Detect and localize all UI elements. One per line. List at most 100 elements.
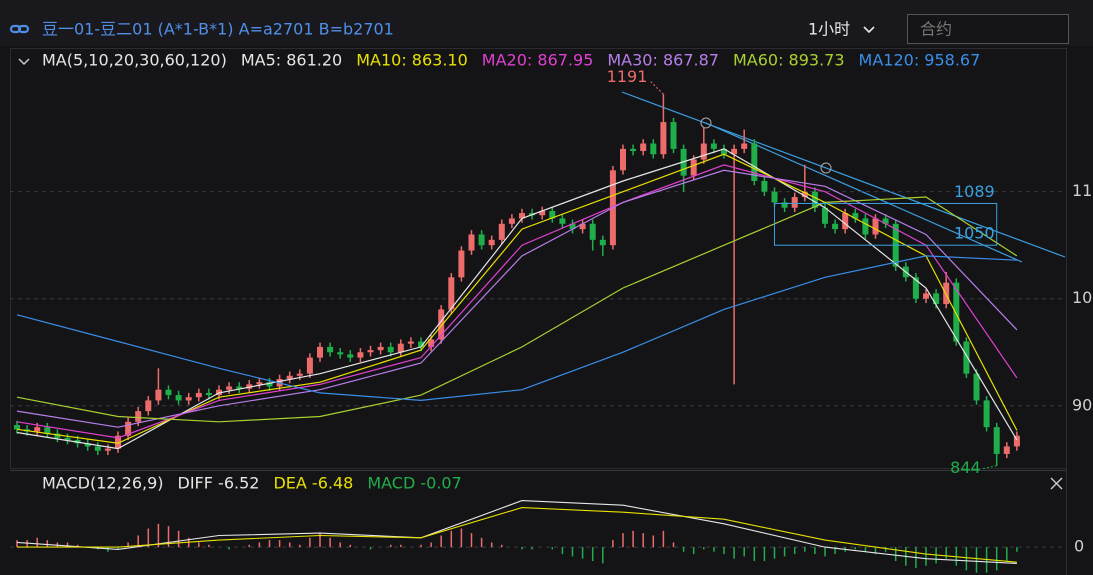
candle-body bbox=[912, 277, 919, 299]
legend-entry: DEA -6.48 bbox=[273, 474, 353, 493]
close-icon[interactable] bbox=[1050, 477, 1063, 490]
candle-body bbox=[145, 400, 152, 412]
candle-body bbox=[741, 143, 748, 149]
y-tick-label: 900 bbox=[1072, 395, 1093, 414]
trend-anchor bbox=[700, 117, 712, 129]
candle-body bbox=[205, 392, 212, 396]
candle-body bbox=[468, 234, 475, 251]
candle-body bbox=[306, 357, 313, 374]
candle-body bbox=[407, 341, 414, 344]
range-box bbox=[774, 202, 998, 246]
legend-entry: DIFF -6.52 bbox=[178, 474, 260, 493]
legend-entry: MA5: 861.20 bbox=[241, 51, 342, 70]
candle-body bbox=[943, 282, 950, 305]
legend-entry: MA120: 958.67 bbox=[859, 51, 981, 70]
legend-entry: MA20: 867.95 bbox=[482, 51, 594, 70]
candle-body bbox=[226, 386, 233, 390]
candle-body bbox=[246, 384, 253, 389]
candle-body bbox=[781, 202, 788, 208]
ma-line bbox=[16, 196, 1018, 423]
candle-body bbox=[317, 346, 323, 358]
candle-body bbox=[670, 122, 677, 149]
candle-body bbox=[387, 346, 394, 353]
candle-body bbox=[347, 354, 354, 358]
annotation-label: 1191 bbox=[607, 67, 648, 86]
candle-body bbox=[14, 425, 20, 430]
annotation-leader bbox=[649, 79, 664, 95]
candle-body bbox=[478, 234, 485, 246]
candle-body bbox=[660, 122, 667, 155]
candle-body bbox=[397, 343, 404, 353]
interval-selector[interactable]: 1小时 bbox=[808, 20, 850, 39]
macd-line bbox=[17, 507, 1017, 563]
ma-line bbox=[16, 169, 1018, 428]
legend-title: MA(5,10,20,30,60,120) bbox=[42, 51, 227, 70]
candle-body bbox=[933, 293, 940, 305]
candle-body bbox=[488, 239, 495, 246]
candle-body bbox=[44, 427, 51, 434]
annotation-label: 844 bbox=[950, 458, 981, 477]
candle-body bbox=[953, 282, 960, 342]
dropdown-caret[interactable] bbox=[863, 26, 875, 34]
macd-line bbox=[16, 500, 1017, 564]
candle-body bbox=[650, 143, 657, 155]
candle-body bbox=[84, 443, 91, 447]
range-label: 1050 bbox=[954, 224, 995, 243]
candle-body bbox=[862, 218, 869, 235]
candle-body bbox=[458, 250, 465, 278]
candle-body bbox=[256, 382, 263, 385]
trend-line bbox=[705, 122, 1023, 263]
y-tick-label: 0 bbox=[1074, 537, 1084, 556]
ma-line bbox=[16, 148, 1018, 450]
candle-body bbox=[498, 223, 505, 240]
instrument-title[interactable]: 豆一01-豆二01 (A*1-B*1) A=a2701 B=b2701 bbox=[42, 20, 394, 39]
candle-body bbox=[266, 382, 273, 387]
candle-body bbox=[115, 435, 121, 449]
candle-body bbox=[549, 210, 556, 219]
candle-body bbox=[690, 159, 697, 176]
candle-body bbox=[327, 346, 334, 353]
candle-body bbox=[539, 210, 546, 216]
candle-body bbox=[1003, 446, 1010, 454]
ma-line bbox=[16, 255, 1017, 402]
candle-body bbox=[296, 373, 303, 376]
trend-anchor bbox=[820, 162, 832, 174]
search-placeholder[interactable]: 合约 bbox=[920, 20, 952, 39]
candle-body bbox=[993, 427, 1000, 454]
candle-body bbox=[710, 143, 717, 149]
candle-body bbox=[983, 400, 990, 428]
legend-entry: MACD -0.07 bbox=[367, 474, 461, 493]
candle-body bbox=[357, 352, 364, 358]
legend-entry: MA10: 863.10 bbox=[356, 51, 468, 70]
candle-body bbox=[559, 218, 566, 224]
y-tick-label: 1000 bbox=[1072, 288, 1093, 307]
candle-body bbox=[822, 207, 828, 224]
legend-entry: MA30: 867.87 bbox=[607, 51, 719, 70]
candle-body bbox=[872, 218, 879, 235]
legend-entry: MA60: 893.73 bbox=[733, 51, 845, 70]
candle-body bbox=[1013, 435, 1020, 447]
candle-body bbox=[54, 433, 61, 438]
candle-body bbox=[104, 448, 111, 451]
candle-body bbox=[185, 397, 192, 401]
candle-body bbox=[761, 180, 768, 192]
candle-body bbox=[700, 143, 707, 160]
candle-body bbox=[811, 191, 818, 208]
collapse-caret[interactable] bbox=[18, 58, 30, 66]
candle-body bbox=[569, 223, 576, 230]
candle-body bbox=[337, 352, 344, 355]
candle-body bbox=[165, 389, 172, 396]
candle-body bbox=[286, 375, 293, 380]
legend-title: MACD(12,26,9) bbox=[42, 474, 164, 493]
search-box[interactable] bbox=[907, 14, 1069, 44]
candle-body bbox=[630, 148, 637, 152]
candle-body bbox=[519, 213, 525, 219]
candle-body bbox=[963, 341, 970, 374]
trend-line bbox=[621, 91, 1066, 258]
candle-body bbox=[852, 213, 859, 219]
candle-body bbox=[801, 191, 808, 198]
candle-body bbox=[771, 191, 778, 203]
candle-body bbox=[64, 437, 71, 441]
candle-body bbox=[508, 218, 515, 224]
